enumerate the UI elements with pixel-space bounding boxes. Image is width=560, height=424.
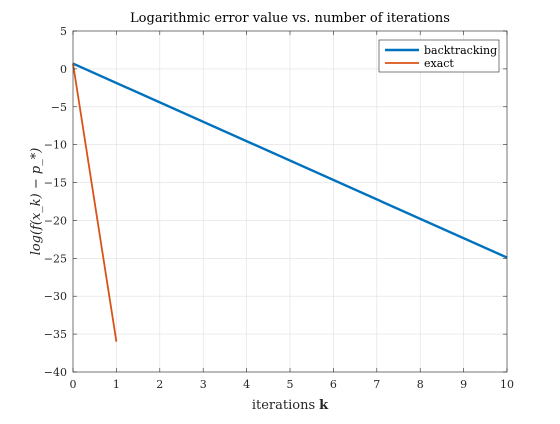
- x-tick-label: 4: [243, 378, 250, 391]
- series-line-exact: [73, 64, 116, 342]
- x-tick-label: 5: [287, 378, 294, 391]
- x-tick-label: 8: [417, 378, 424, 391]
- x-axis-label-text: iterations: [252, 398, 315, 413]
- y-tick-label: −40: [44, 366, 67, 379]
- y-tick-label: −30: [44, 290, 67, 303]
- y-axis-label: log(f(x_k) − p_*): [29, 148, 44, 256]
- legend-label-backtracking: backtracking: [424, 44, 497, 57]
- x-tick-label: 9: [460, 378, 467, 391]
- legend-label-exact: exact: [424, 57, 454, 70]
- y-tick-label: −25: [44, 252, 67, 265]
- x-tick-label: 0: [70, 378, 77, 391]
- x-tick-label: 6: [330, 378, 337, 391]
- x-tick-label: 7: [373, 378, 380, 391]
- y-tick-label: −10: [44, 139, 67, 152]
- x-tick-label: 10: [500, 378, 514, 391]
- y-tick-label: −5: [51, 101, 67, 114]
- y-tick-label: −35: [44, 328, 67, 341]
- tick-layer: 0 1 2 3 4 5 6 7 8 9 10 5 0 −5 −10 −15 −20 −25 −30 −35 −40: [44, 25, 514, 391]
- y-tick-label: −15: [44, 177, 67, 190]
- y-tick-label: −20: [44, 214, 67, 227]
- x-tick-label: 2: [156, 378, 163, 391]
- grid-layer: [73, 31, 507, 372]
- y-tick-label: 5: [60, 25, 67, 38]
- chart-title: Logarithmic error value vs. number of it…: [130, 11, 450, 26]
- x-tick-label: 3: [200, 378, 207, 391]
- x-axis-label-bold: k: [319, 398, 329, 413]
- x-axis-label: iterations k: [252, 398, 329, 413]
- y-tick-label: 0: [60, 63, 67, 76]
- x-tick-label: 1: [113, 378, 120, 391]
